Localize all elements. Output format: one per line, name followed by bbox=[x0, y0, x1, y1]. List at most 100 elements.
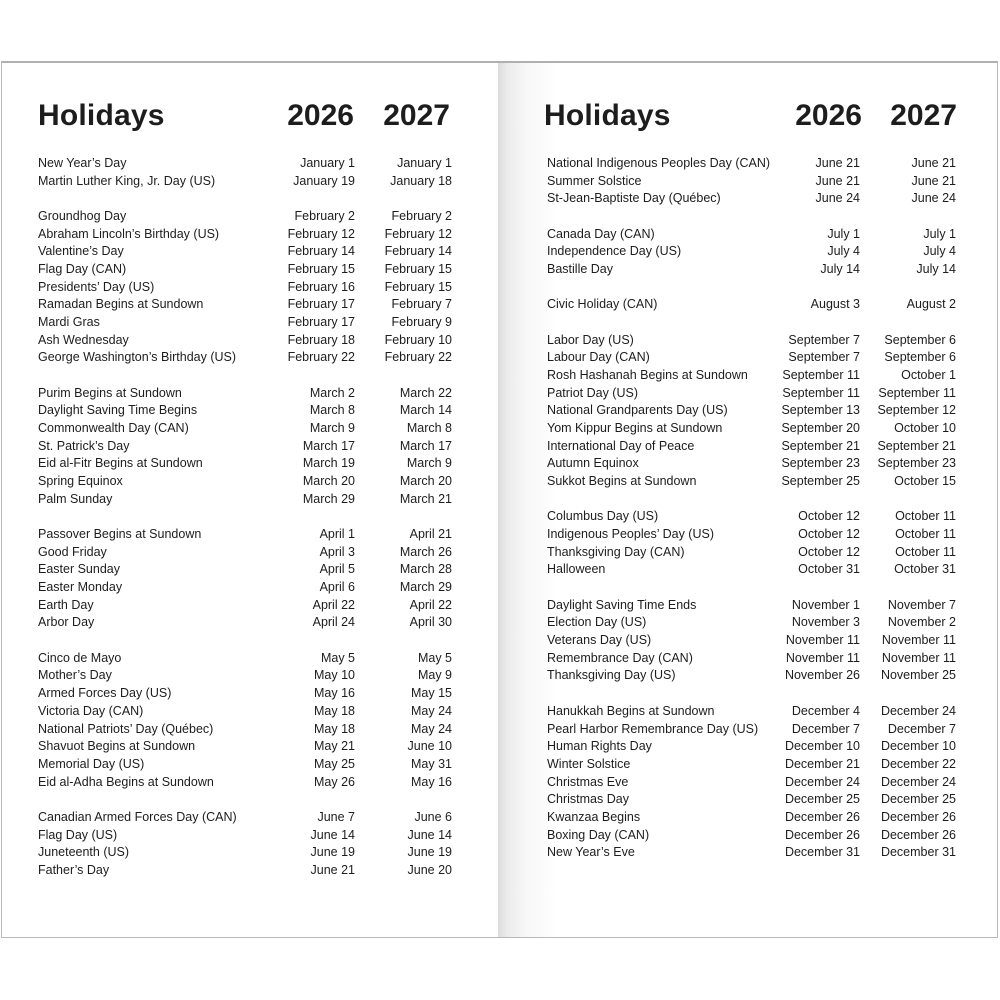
holiday-name: Kwanzaa Begins bbox=[547, 809, 641, 824]
date-2026: November 11 bbox=[785, 650, 860, 665]
date-2026: December 21 bbox=[784, 756, 860, 771]
holiday-name: Columbus Day (US) bbox=[547, 509, 659, 524]
holiday-name: Remembrance Day (CAN) bbox=[547, 650, 693, 665]
date-2026: February 16 bbox=[287, 279, 355, 294]
holiday-name: St. Patrick’s Day bbox=[38, 438, 130, 453]
date-2026: November 1 bbox=[791, 597, 860, 612]
date-2027: January 1 bbox=[397, 156, 452, 170]
holiday-name: Flag Day (US) bbox=[38, 827, 118, 842]
holiday-name: Winter Solstice bbox=[547, 756, 631, 771]
date-2026: October 31 bbox=[798, 562, 860, 577]
date-2027: March 21 bbox=[399, 491, 452, 506]
holiday-name: Boxing Day (CAN) bbox=[547, 827, 650, 842]
date-2027: September 11 bbox=[878, 385, 956, 400]
date-2027: May 24 bbox=[411, 703, 452, 718]
holiday-name: Earth Day bbox=[38, 597, 94, 612]
date-2026: July 4 bbox=[827, 244, 860, 259]
date-2026: January 1 bbox=[300, 156, 355, 170]
date-2026: June 21 bbox=[815, 156, 860, 170]
date-2027: September 12 bbox=[877, 403, 956, 418]
date-2026: May 26 bbox=[314, 774, 355, 789]
date-2027: December 24 bbox=[880, 774, 956, 789]
holiday-name: Independence Day (US) bbox=[547, 244, 682, 259]
date-2026: February 14 bbox=[287, 244, 355, 259]
date-2026: May 18 bbox=[314, 703, 355, 718]
date-2027: November 2 bbox=[887, 615, 956, 630]
date-2026: September 7 bbox=[788, 332, 860, 347]
holiday-name: Thanksgiving Day (CAN) bbox=[547, 544, 685, 559]
holiday-name: Human Rights Day bbox=[547, 739, 652, 754]
date-2027: May 24 bbox=[411, 721, 452, 736]
date-2027: December 10 bbox=[880, 739, 956, 754]
date-2026: June 21 bbox=[310, 862, 355, 877]
date-2026: September 11 bbox=[782, 368, 860, 383]
holiday-name: Indigenous Peoples’ Day (US) bbox=[547, 527, 714, 542]
date-2026: April 6 bbox=[319, 580, 355, 595]
holiday-name: Hanukkah Begins at Sundown bbox=[547, 703, 715, 718]
date-2026: June 24 bbox=[815, 191, 860, 206]
date-2027: January 18 bbox=[390, 173, 452, 188]
date-2026: April 24 bbox=[312, 615, 355, 630]
holiday-name: Mardi Gras bbox=[38, 315, 100, 330]
holiday-name: Groundhog Day bbox=[38, 209, 127, 224]
year-header-2026: 2026 bbox=[795, 99, 862, 132]
date-2026: July 1 bbox=[827, 226, 860, 241]
date-2026: May 18 bbox=[314, 721, 355, 736]
date-2027: June 14 bbox=[407, 827, 452, 842]
holiday-name: Passover Begins at Sundown bbox=[38, 527, 202, 542]
holiday-name: Mother’s Day bbox=[38, 668, 112, 683]
date-2026: September 25 bbox=[781, 474, 860, 489]
holiday-name: Canadian Armed Forces Day (CAN) bbox=[38, 809, 237, 824]
date-2026: December 25 bbox=[784, 792, 860, 807]
holiday-name: National Grandparents Day (US) bbox=[547, 403, 728, 418]
holiday-name: Labour Day (CAN) bbox=[547, 350, 650, 365]
holiday-name: St-Jean-Baptiste Day (Québec) bbox=[547, 191, 721, 206]
page-title: Holidays bbox=[544, 99, 671, 132]
date-2027: October 11 bbox=[895, 509, 956, 524]
holiday-name: Palm Sunday bbox=[38, 491, 113, 506]
holiday-name: Arbor Day bbox=[38, 615, 95, 630]
holiday-name: Victoria Day (CAN) bbox=[38, 703, 144, 718]
holiday-name: Cinco de Mayo bbox=[38, 650, 122, 665]
date-2026: March 2 bbox=[309, 385, 355, 400]
date-2026: February 22 bbox=[287, 350, 355, 365]
date-2027: June 20 bbox=[407, 862, 452, 877]
date-2027: March 28 bbox=[399, 562, 452, 577]
holiday-name: Summer Solstice bbox=[547, 173, 642, 188]
date-2027: August 2 bbox=[906, 297, 956, 312]
holiday-name: Election Day (US) bbox=[547, 615, 647, 630]
date-2027: October 31 bbox=[894, 562, 956, 577]
date-2027: September 21 bbox=[877, 438, 956, 453]
date-2027: February 12 bbox=[384, 226, 452, 241]
date-2027: February 22 bbox=[384, 350, 452, 365]
holiday-name: Thanksgiving Day (US) bbox=[547, 668, 676, 683]
date-2026: February 12 bbox=[287, 226, 355, 241]
date-2027: February 15 bbox=[384, 262, 452, 277]
holiday-name: National Indigenous Peoples Day (CAN) bbox=[547, 156, 771, 170]
date-2027: December 24 bbox=[880, 703, 956, 718]
date-2027: June 21 bbox=[911, 173, 956, 188]
date-2026: June 21 bbox=[815, 173, 860, 188]
date-2027: May 31 bbox=[411, 756, 452, 771]
year-header-2027: 2027 bbox=[383, 99, 450, 132]
date-2026: February 17 bbox=[287, 297, 355, 312]
date-2027: April 30 bbox=[409, 615, 452, 630]
right-page: Holidays 2026 2027 National Indigenous P… bbox=[498, 63, 997, 937]
holiday-name: Christmas Eve bbox=[547, 774, 629, 789]
holiday-name: Patriot Day (US) bbox=[547, 385, 638, 400]
holiday-name: National Patriots’ Day (Québec) bbox=[38, 721, 214, 736]
date-2026: August 3 bbox=[810, 297, 860, 312]
holiday-name: Flag Day (CAN) bbox=[38, 262, 127, 277]
date-2026: December 24 bbox=[784, 774, 860, 789]
holiday-name: Christmas Day bbox=[547, 792, 629, 807]
date-2026: May 10 bbox=[314, 668, 355, 683]
date-2027: March 29 bbox=[399, 580, 452, 595]
date-2026: July 14 bbox=[820, 262, 860, 277]
planner-spread: Holidays 2026 2027 New Year’s Day January… bbox=[1, 61, 998, 938]
date-2026: April 1 bbox=[319, 527, 355, 542]
date-2026: September 11 bbox=[782, 385, 860, 400]
holiday-name: Martin Luther King, Jr. Day (US) bbox=[38, 173, 216, 188]
date-2026: October 12 bbox=[798, 509, 860, 524]
date-2027: March 26 bbox=[399, 544, 452, 559]
date-2026: December 7 bbox=[791, 721, 860, 736]
